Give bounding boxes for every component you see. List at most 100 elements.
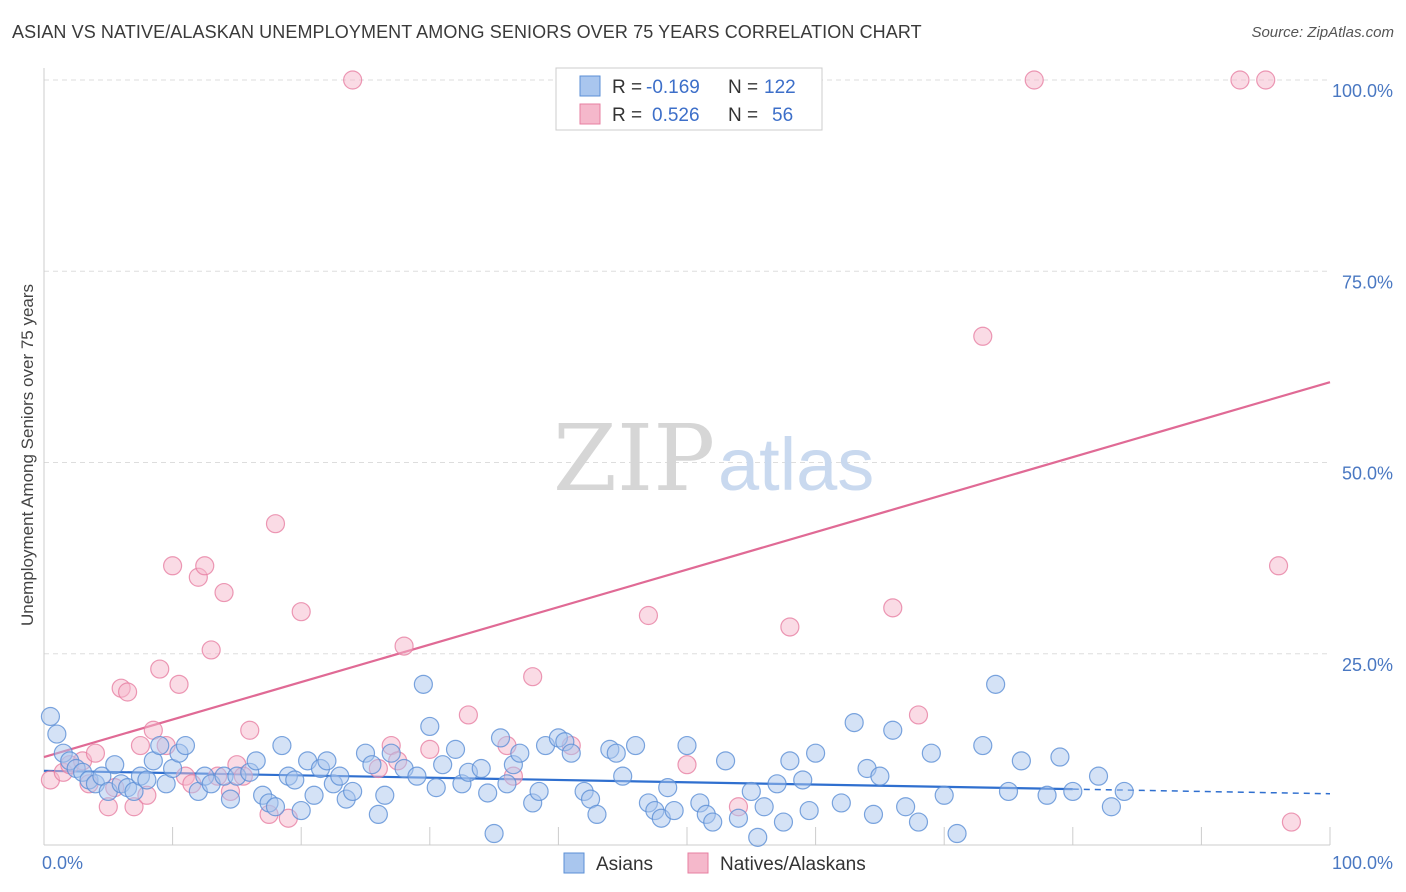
asian-point-15 [137,770,157,790]
native-point-55 [1281,812,1302,832]
native-point-39 [458,705,478,725]
native-trend-line [43,381,1331,759]
asian-point-74 [587,804,607,825]
asian-trend-extension [1072,788,1331,795]
native-point-49 [908,705,929,725]
asian-point-35 [285,770,305,790]
asian-point-33 [272,735,292,756]
asian-point-67 [529,781,549,802]
native-point-44 [638,605,659,626]
asian-point-71 [561,743,581,763]
native-point-24 [214,582,234,603]
native-point-52 [1230,70,1250,90]
series-legend-swatch-asian [563,852,585,874]
asian-point-82 [658,778,678,798]
legend-r-label-1: R = [612,77,642,98]
series-legend: Asians Natives/Alaskans [563,852,866,875]
asian-point-110 [973,735,993,756]
series-legend-swatch-native [687,852,709,874]
legend-n-value-asian: 122 [764,77,796,98]
x-tick-label-0: 0.0% [42,853,83,873]
asian-point-59 [471,758,491,779]
asian-point-115 [1050,747,1070,767]
chart-source: Source: ZipAtlas.com [1251,24,1394,41]
asian-point-102 [863,804,884,825]
asian-point-52 [413,674,433,694]
legend-swatch-native [579,103,601,125]
asian-point-47 [368,804,388,825]
y-tick-label-2: 75.0% [1342,272,1393,292]
series-legend-label-native: Natives/Alaskans [720,854,866,875]
native-point-45 [677,755,697,775]
asian-point-61 [484,823,504,844]
native-point-33 [343,70,363,90]
asian-point-54 [426,778,446,798]
asian-point-17 [150,735,170,756]
native-point-47 [780,617,800,637]
correlation-legend: R = -0.169 N = 122 R = 0.526 N = 56 [555,67,823,131]
asian-point-76 [606,743,626,763]
asian-point-106 [908,812,929,832]
asian-point-90 [741,781,761,802]
native-point-22 [201,640,221,660]
asian-point-92 [754,797,774,817]
native-point-51 [1024,70,1044,90]
native-point-32 [291,602,311,622]
asian-point-51 [407,766,427,786]
asian-point-113 [1011,751,1031,771]
y-tick-labels: 25.0% 50.0% 75.0% 100.0% [1332,81,1393,675]
asian-point-84 [677,735,697,756]
asian-point-114 [1037,785,1057,805]
asian-point-116 [1063,781,1083,802]
asian-point-105 [896,797,916,817]
asian-point-46 [362,755,382,775]
asian-point-36 [291,800,311,821]
legend-n-value-native: 56 [772,105,793,126]
series-legend-label-asian: Asians [596,854,653,875]
asian-point-63 [497,774,517,794]
asian-point-96 [793,770,813,790]
asian-point-97 [799,800,819,821]
native-point-53 [1256,70,1276,90]
native-point-16 [163,556,183,576]
asian-point-32 [265,797,286,817]
asian-point-53 [420,716,440,737]
asian-point-108 [934,785,954,805]
asian-point-95 [780,751,800,771]
native-point-42 [523,667,543,687]
legend-n-label-2: N = [728,105,758,126]
native-point-9 [117,682,138,702]
asian-point-0 [40,706,61,727]
native-point-48 [883,598,903,618]
asian-point-44 [343,781,363,802]
native-point-21 [195,556,215,576]
asian-point-21 [175,735,196,756]
asian-point-83 [664,800,684,821]
watermark-atlas: atlas [718,423,874,506]
asian-point-1 [47,724,67,744]
asian-point-10 [105,755,125,775]
grid-lines [44,79,1330,655]
asian-point-119 [1114,781,1134,802]
y-tick-label-3: 100.0% [1332,81,1393,101]
native-point-50 [973,326,993,346]
native-point-54 [1268,556,1289,576]
data-points [40,70,1302,847]
asian-point-111 [986,674,1006,694]
legend-r-value-asian: -0.169 [646,77,700,98]
native-point-37 [394,636,414,656]
asian-point-88 [715,751,736,771]
watermark: ZIP atlas [553,405,874,512]
watermark-zip: ZIP [553,405,715,512]
asian-point-94 [773,812,794,832]
asian-point-87 [703,812,723,832]
y-tick-label-0: 25.0% [1342,655,1393,675]
asian-point-78 [625,735,646,756]
asian-point-26 [220,789,241,809]
y-tick-label-1: 50.0% [1342,464,1393,484]
asian-point-91 [748,827,768,847]
legend-n-label-1: N = [728,77,758,98]
native-point-17 [169,674,189,694]
asian-point-40 [317,751,337,771]
asian-point-104 [883,720,903,740]
